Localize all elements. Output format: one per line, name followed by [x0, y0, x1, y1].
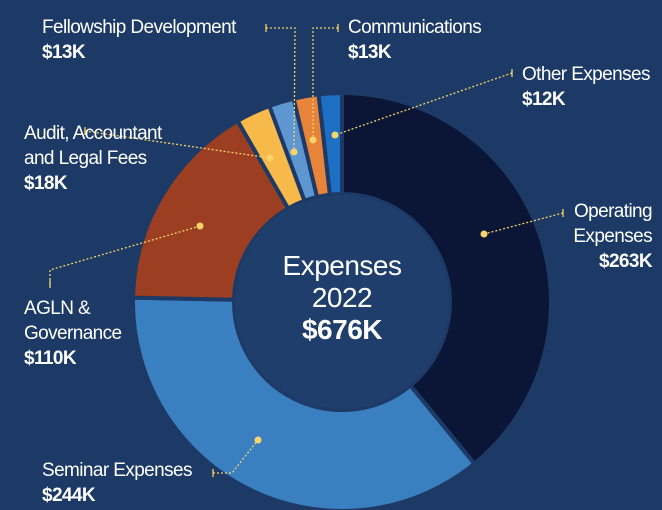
- slice-name: Operating Expenses: [573, 201, 652, 247]
- slice-value: $263K: [599, 251, 653, 272]
- leader-line: [266, 27, 296, 153]
- donut-hole: [235, 195, 449, 409]
- leader-line: [483, 212, 564, 235]
- slice-label: Audit, Accountant and Legal Fees $18K: [24, 121, 174, 196]
- slice-label: Other Expenses $12K: [522, 62, 662, 112]
- slice-value: $13K: [348, 42, 392, 63]
- slice-label: Communications $13K: [348, 15, 508, 65]
- leader-dot: [480, 230, 488, 238]
- leader-dot: [266, 154, 274, 162]
- slice-name: AGLN & Governance: [24, 298, 122, 344]
- slice-label: Fellowship Development $13K: [42, 15, 282, 65]
- slice-name: Fellowship Development: [42, 17, 236, 38]
- slice: [131, 118, 291, 302]
- leader-dot: [196, 222, 204, 230]
- slice-name: Seminar Expenses: [42, 460, 192, 481]
- leader-line: [312, 27, 338, 140]
- slice: [131, 295, 478, 510]
- center-total: $676K: [301, 314, 383, 345]
- slice: [340, 90, 553, 467]
- slice-name: Audit, Accountant and Legal Fees: [24, 123, 162, 169]
- slice-value: $244K: [42, 485, 96, 506]
- leader-dot: [254, 436, 262, 444]
- slice: [316, 90, 344, 197]
- slice-label: AGLN & Governance $110K: [24, 296, 144, 371]
- leader-line: [49, 225, 201, 284]
- leader-dot: [309, 136, 317, 144]
- leader-dot: [331, 131, 339, 139]
- slice-label: Operating Expenses $263K: [562, 199, 652, 274]
- center-line: Expenses: [282, 250, 402, 281]
- slice-label: Seminar Expenses $244K: [42, 458, 262, 508]
- leader-line: [334, 72, 513, 136]
- slice-value: $12K: [522, 89, 566, 110]
- leader-line: [84, 130, 271, 159]
- center-label: Expenses 2022 $676K: [242, 250, 442, 346]
- slice-name: Other Expenses: [522, 64, 650, 85]
- slice-value: $18K: [24, 173, 68, 194]
- slice-value: $13K: [42, 42, 86, 63]
- slice-value: $110K: [24, 348, 77, 369]
- slice-name: Communications: [348, 17, 482, 38]
- leader-dot: [290, 148, 298, 156]
- center-line: 2022: [311, 282, 373, 313]
